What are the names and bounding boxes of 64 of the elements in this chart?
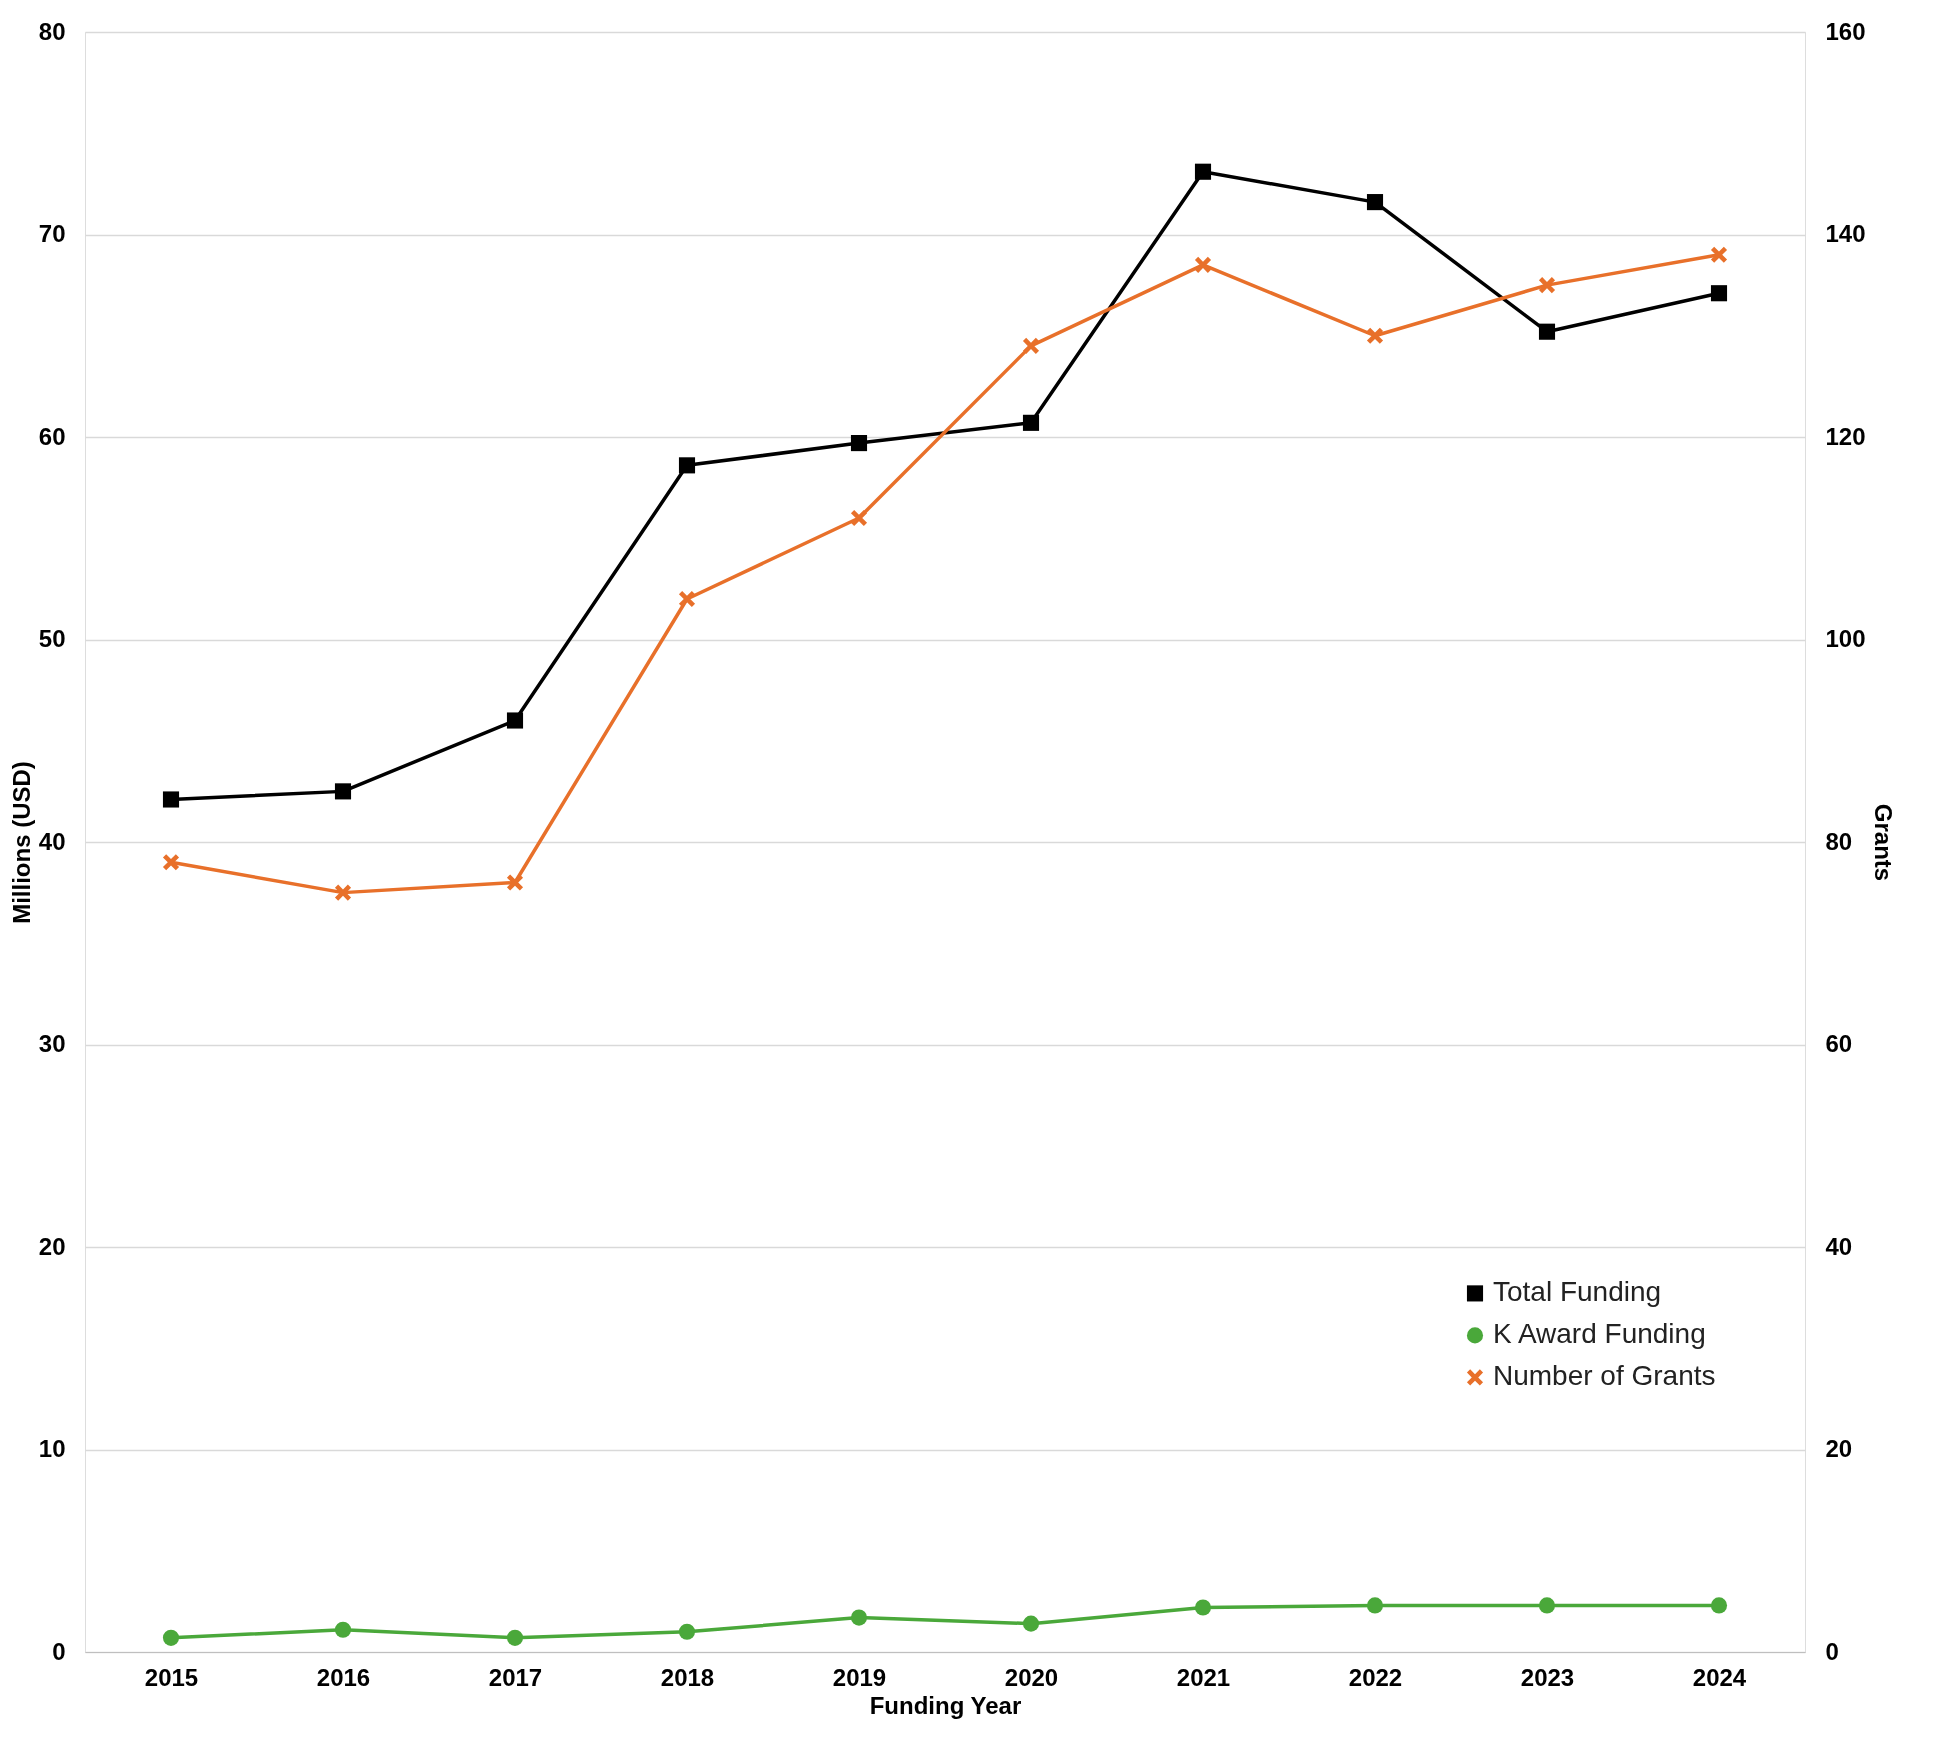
- x-tick-label: 2022: [1348, 1663, 1403, 1691]
- point: [1538, 1597, 1556, 1614]
- x-tick-label: 2015: [144, 1663, 199, 1691]
- y-tick-label: 60: [38, 422, 66, 450]
- y2-tick-label: 160: [1825, 17, 1866, 45]
- point: [1022, 337, 1040, 354]
- point: [1366, 327, 1384, 344]
- point: [678, 1623, 696, 1640]
- point: [334, 884, 352, 901]
- x-tick-label: 2017: [488, 1663, 543, 1691]
- y2-tick-label: 140: [1825, 220, 1866, 247]
- legend-label: Total Funding: [1493, 1276, 1662, 1308]
- y2-tick-label: 40: [1825, 1232, 1853, 1260]
- point: [162, 1629, 180, 1646]
- y-tick-label: 80: [38, 17, 66, 45]
- y2-tick-label: 20: [1825, 1435, 1853, 1462]
- y-tick-label: 10: [38, 1435, 66, 1462]
- point: [850, 1609, 868, 1626]
- point: [850, 435, 868, 452]
- x-tick-label: 2023: [1520, 1663, 1575, 1691]
- y-tick-label: 70: [38, 220, 66, 247]
- point: [1710, 246, 1728, 263]
- x-tick-label: 2019: [832, 1663, 887, 1691]
- y2-tick-label: 0: [1825, 1637, 1839, 1665]
- y2-axis-title: Grants: [1869, 803, 1897, 882]
- y-tick-label: 30: [38, 1030, 66, 1057]
- point: [678, 457, 696, 474]
- x-tick-label: 2016: [316, 1663, 371, 1691]
- point: [162, 791, 180, 808]
- x-tick-label: 2021: [1176, 1663, 1231, 1691]
- point: [1194, 256, 1212, 273]
- point: [1710, 1597, 1728, 1614]
- point: [1538, 277, 1556, 294]
- point: [1366, 194, 1384, 211]
- point: [678, 590, 696, 608]
- point: [506, 1629, 524, 1646]
- point: [162, 854, 180, 871]
- point: [1538, 323, 1556, 340]
- point: [1022, 1615, 1040, 1632]
- point: [1366, 1597, 1384, 1614]
- y2-tick-label: 80: [1825, 827, 1853, 855]
- y2-tick-label: 60: [1825, 1030, 1853, 1057]
- legend-label: K Award Funding: [1493, 1318, 1706, 1350]
- y-tick-label: 50: [38, 625, 66, 652]
- x-tick-label: 2018: [660, 1663, 715, 1691]
- y2-tick-label: 120: [1825, 422, 1866, 450]
- y2-tick-label: 100: [1825, 625, 1866, 652]
- point: [1194, 1599, 1212, 1616]
- point: [1710, 285, 1728, 302]
- y-tick-label: 40: [38, 827, 66, 855]
- point: [506, 874, 524, 891]
- point: [850, 509, 868, 527]
- x-tick-label: 2024: [1692, 1663, 1747, 1691]
- x-tick-label: 2020: [1004, 1663, 1059, 1691]
- x-axis-title: Funding Year: [869, 1691, 1022, 1719]
- y-tick-label: 0: [52, 1637, 66, 1665]
- y-tick-label: 20: [38, 1232, 66, 1260]
- y-axis-title: Millions (USD): [7, 761, 35, 924]
- point: [506, 712, 524, 729]
- point: [334, 783, 352, 800]
- point: [1022, 414, 1040, 431]
- point: [334, 1621, 352, 1638]
- point: [1194, 163, 1212, 180]
- legend-label: Number of Grants: [1493, 1360, 1716, 1392]
